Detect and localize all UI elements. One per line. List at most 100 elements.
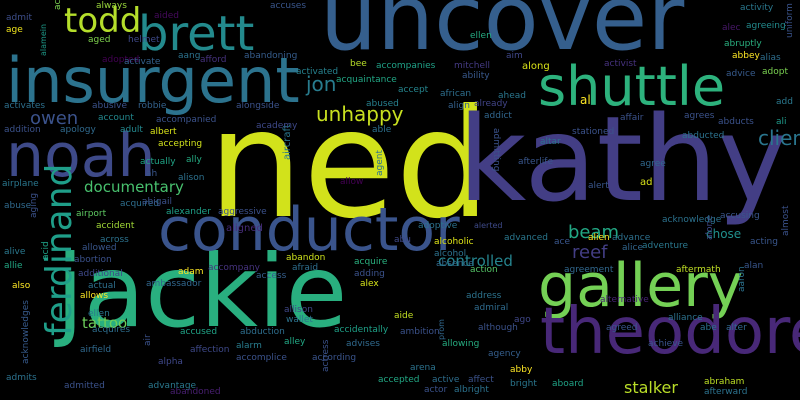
word: abigail	[142, 197, 172, 207]
word: adam	[178, 267, 204, 277]
word: ali	[776, 117, 787, 127]
word: helmet	[128, 35, 160, 45]
word: although	[478, 323, 518, 333]
word: abruptly	[724, 39, 762, 49]
word: controlled	[438, 252, 513, 270]
word: abortion	[74, 255, 112, 265]
word: accused	[180, 327, 218, 337]
word: alive	[4, 247, 26, 257]
word: reef	[572, 242, 608, 263]
word: abu	[394, 235, 411, 245]
word: uniform	[785, 3, 795, 38]
word: alongside	[236, 101, 280, 111]
word: al	[580, 93, 591, 107]
word: insurgent	[6, 44, 300, 117]
word: also	[12, 281, 31, 291]
word: accompany	[208, 263, 260, 273]
word: acquire	[354, 257, 388, 267]
word: abraham	[704, 377, 745, 387]
word: ellen	[470, 31, 492, 41]
word: accept	[398, 85, 429, 95]
word: wallet	[286, 315, 313, 325]
word: jon	[306, 72, 337, 96]
word: ace	[554, 237, 571, 247]
word: alcohol	[434, 249, 467, 259]
word: alter	[726, 323, 747, 333]
word: admits	[6, 373, 37, 383]
word: align	[448, 101, 470, 111]
word: albright	[454, 385, 489, 395]
word: abandoned	[170, 387, 221, 397]
word: absence	[436, 259, 474, 269]
word: act	[53, 0, 63, 10]
word: alex	[360, 279, 379, 289]
word: advice	[726, 69, 756, 79]
word: ahead	[498, 91, 526, 101]
word: shuttle	[538, 55, 726, 118]
word: alcoholic	[434, 237, 474, 247]
word: stalker	[624, 378, 678, 397]
word: alec	[722, 23, 741, 33]
word: allows	[80, 291, 109, 301]
word: adult	[120, 125, 143, 135]
word: alerted	[474, 221, 503, 230]
word: adventure	[642, 241, 689, 251]
word: adopt	[762, 67, 788, 77]
word: affection	[190, 345, 230, 355]
word: acquires	[92, 325, 131, 335]
word: altar	[540, 137, 561, 147]
word: accomplice	[236, 353, 287, 363]
word: alan	[744, 261, 764, 271]
word: accepted	[378, 375, 420, 385]
word: activated	[296, 67, 339, 77]
word: already	[474, 99, 508, 109]
word: advises	[346, 339, 380, 349]
word: acknowledges	[21, 300, 31, 364]
word: activate	[124, 57, 161, 67]
word: documentary	[84, 178, 184, 196]
word: agree	[640, 159, 666, 169]
word: brett	[138, 6, 255, 62]
word: noah	[6, 121, 156, 191]
word: client	[758, 126, 800, 150]
word: agency	[488, 349, 521, 359]
word: adoptive	[418, 221, 458, 231]
word: african	[440, 89, 472, 99]
word: advantage	[148, 381, 197, 391]
word: age	[6, 25, 23, 35]
word: aging	[29, 192, 39, 218]
word: ned	[208, 78, 491, 252]
word: admit	[6, 13, 33, 23]
word: ago	[514, 315, 531, 325]
word: allowed	[82, 243, 117, 253]
word: activist	[604, 59, 637, 69]
word: todd	[64, 1, 142, 41]
word: admitting	[491, 128, 501, 172]
word: robbie	[138, 101, 167, 111]
word: acknowledge	[662, 215, 722, 225]
word: bee	[350, 59, 367, 69]
word: accusing	[720, 211, 760, 221]
word: abbey	[732, 51, 760, 61]
word: ah	[146, 169, 158, 179]
word: aged	[88, 35, 111, 45]
word: abusive	[92, 101, 127, 111]
word: addition	[4, 125, 41, 135]
word: afterlife	[518, 157, 553, 167]
word: abducts	[718, 117, 754, 127]
word: gallery	[538, 251, 744, 321]
word: accompanies	[376, 61, 436, 71]
word: abused	[366, 99, 399, 109]
word: access	[256, 271, 287, 281]
word: actor	[424, 385, 448, 395]
word: air	[143, 334, 153, 346]
word: ambition	[400, 327, 440, 337]
word: activity	[740, 3, 774, 13]
word: unhappy	[316, 102, 404, 126]
word: admitted	[64, 381, 105, 391]
word: albert	[150, 127, 177, 137]
word: airport	[76, 209, 107, 219]
word: accuses	[270, 1, 307, 11]
word: ability	[462, 71, 490, 81]
